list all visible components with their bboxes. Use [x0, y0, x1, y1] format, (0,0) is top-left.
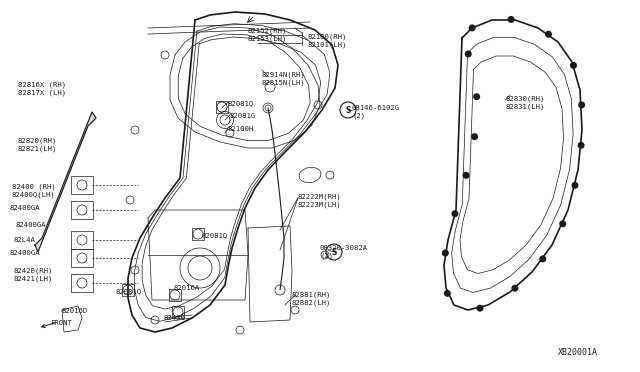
Circle shape	[451, 210, 458, 217]
Text: 82400 (RH)
82400Q(LH): 82400 (RH) 82400Q(LH)	[12, 183, 56, 198]
Text: 82100H: 82100H	[228, 126, 254, 132]
Text: 82830(RH)
82831(LH): 82830(RH) 82831(LH)	[506, 95, 545, 109]
Circle shape	[275, 285, 285, 295]
Circle shape	[508, 16, 515, 23]
Circle shape	[217, 102, 227, 112]
Text: 82100(RH)
82101(LH): 82100(RH) 82101(LH)	[308, 33, 348, 48]
Text: 82081Q: 82081Q	[202, 232, 228, 238]
Circle shape	[193, 229, 203, 239]
Text: 82L4A: 82L4A	[14, 237, 36, 243]
Text: 82400GA: 82400GA	[16, 222, 47, 228]
Circle shape	[471, 133, 478, 140]
Text: 82081G: 82081G	[230, 113, 256, 119]
Text: 82081Q: 82081Q	[116, 288, 142, 294]
Circle shape	[465, 51, 472, 57]
Text: 82400GA: 82400GA	[10, 250, 40, 256]
Text: S: S	[332, 248, 337, 257]
Circle shape	[468, 25, 476, 31]
Circle shape	[170, 290, 180, 300]
Text: S: S	[346, 106, 351, 115]
Circle shape	[220, 115, 230, 125]
Circle shape	[572, 182, 579, 189]
Text: XB20001A: XB20001A	[558, 348, 598, 357]
Text: 82820(RH)
82821(LH): 82820(RH) 82821(LH)	[18, 138, 58, 153]
Text: FRONT: FRONT	[50, 320, 72, 326]
Circle shape	[442, 250, 449, 257]
Text: 82222M(RH)
82223M(LH): 82222M(RH) 82223M(LH)	[298, 193, 342, 208]
Circle shape	[540, 256, 547, 262]
Text: 82016A: 82016A	[174, 285, 200, 291]
Circle shape	[463, 172, 470, 179]
Text: 82914N(RH)
82815N(LH): 82914N(RH) 82815N(LH)	[262, 72, 306, 87]
Text: 08146-6102G
(2): 08146-6102G (2)	[352, 105, 400, 119]
Text: 82016D: 82016D	[62, 308, 88, 314]
Circle shape	[123, 285, 133, 295]
Circle shape	[577, 142, 584, 149]
Circle shape	[476, 305, 483, 312]
Circle shape	[570, 62, 577, 69]
Circle shape	[173, 307, 183, 317]
Circle shape	[545, 31, 552, 38]
Circle shape	[559, 220, 566, 227]
Text: 82400GA: 82400GA	[10, 205, 40, 211]
Text: 82081Q: 82081Q	[228, 100, 254, 106]
Circle shape	[263, 103, 273, 113]
Circle shape	[578, 102, 585, 108]
Polygon shape	[35, 112, 96, 252]
Text: 08320-3082A
(2): 08320-3082A (2)	[320, 245, 368, 259]
Text: 82152(RH)
82153(LH): 82152(RH) 82153(LH)	[248, 28, 287, 42]
Circle shape	[473, 93, 480, 100]
Text: 82816X (RH)
82817X (LH): 82816X (RH) 82817X (LH)	[18, 82, 66, 96]
Text: 82420(RH)
82421(LH): 82420(RH) 82421(LH)	[14, 268, 53, 282]
Text: 82430: 82430	[164, 315, 186, 321]
Circle shape	[444, 290, 451, 297]
Text: 82881(RH)
82882(LH): 82881(RH) 82882(LH)	[292, 292, 332, 307]
Circle shape	[511, 285, 518, 292]
